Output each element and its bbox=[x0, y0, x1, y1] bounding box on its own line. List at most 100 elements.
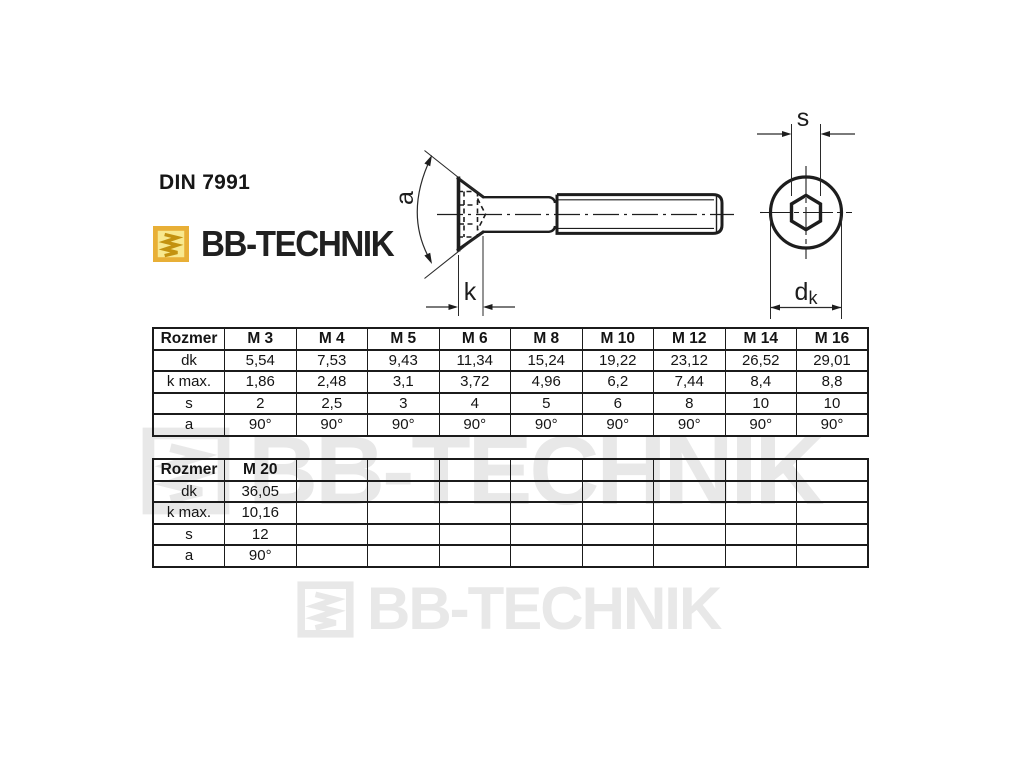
column-header: M 16 bbox=[796, 327, 869, 351]
value-cell: 2 bbox=[224, 391, 297, 415]
column-header bbox=[510, 458, 583, 482]
watermark-text: BB-TECHNIK bbox=[367, 575, 722, 642]
value-cell: 10 bbox=[724, 391, 797, 415]
screw-end-view bbox=[760, 166, 852, 259]
shank-bottom bbox=[483, 225, 557, 233]
value-cell: 10,16 bbox=[224, 501, 297, 525]
construction-line-bottom bbox=[424, 231, 484, 279]
column-header bbox=[581, 458, 654, 482]
table-row: k max. 10,16 bbox=[152, 501, 869, 525]
arrowhead bbox=[770, 304, 780, 311]
table-row: a 90° bbox=[152, 544, 869, 568]
row-label: a bbox=[152, 544, 225, 568]
value-cell bbox=[438, 544, 511, 568]
value-cell: 6,2 bbox=[581, 370, 654, 394]
row-label: k max. bbox=[152, 501, 225, 525]
column-header: M 4 bbox=[295, 327, 368, 351]
corner-header: Rozmer bbox=[152, 327, 225, 351]
value-cell: 4 bbox=[438, 391, 511, 415]
value-cell: 9,43 bbox=[367, 348, 440, 372]
value-cell: 90° bbox=[224, 413, 297, 437]
column-header: M 6 bbox=[438, 327, 511, 351]
column-header bbox=[724, 458, 797, 482]
hex-socket bbox=[789, 193, 823, 232]
screw-side-view bbox=[437, 176, 734, 252]
value-cell bbox=[581, 501, 654, 525]
value-cell bbox=[724, 501, 797, 525]
value-cell: 90° bbox=[581, 413, 654, 437]
arrowhead bbox=[832, 304, 842, 311]
value-cell bbox=[367, 522, 440, 546]
construction-line-top bbox=[424, 150, 484, 198]
value-cell bbox=[295, 479, 368, 503]
value-cell bbox=[510, 501, 583, 525]
row-label: k max. bbox=[152, 370, 225, 394]
value-cell bbox=[653, 501, 726, 525]
value-cell: 1,86 bbox=[224, 370, 297, 394]
dk-label: dk bbox=[795, 278, 819, 308]
table-row: s 12 bbox=[152, 522, 869, 546]
value-cell: 8 bbox=[653, 391, 726, 415]
table-row: dk 5,54 7,53 9,43 11,34 15,24 19,22 23,12 26,52 2… bbox=[152, 348, 869, 372]
value-cell: 36,05 bbox=[224, 479, 297, 503]
value-cell bbox=[724, 479, 797, 503]
value-cell: 8,4 bbox=[724, 370, 797, 394]
value-cell: 90° bbox=[224, 544, 297, 568]
value-cell: 2,5 bbox=[295, 391, 368, 415]
angle-label: a bbox=[391, 191, 419, 205]
value-cell bbox=[581, 522, 654, 546]
value-cell: 7,53 bbox=[295, 348, 368, 372]
value-cell: 19,22 bbox=[581, 348, 654, 372]
brand-logo: BB-TECHNIK bbox=[153, 226, 410, 262]
value-cell bbox=[510, 479, 583, 503]
dimensions-table-m20: Rozmer M 20 dk 36,05 k max. 10,16 s 12 a 90° bbox=[152, 458, 869, 568]
arrowhead bbox=[782, 131, 792, 137]
brand-watermark-icon bbox=[297, 580, 354, 638]
value-cell: 5,54 bbox=[224, 348, 297, 372]
column-header bbox=[653, 458, 726, 482]
column-header: M 20 bbox=[224, 458, 297, 482]
value-cell: 12 bbox=[224, 522, 297, 546]
shank-top bbox=[483, 196, 557, 204]
value-cell bbox=[510, 544, 583, 568]
column-header bbox=[295, 458, 368, 482]
column-header: M 5 bbox=[367, 327, 440, 351]
column-header: M 12 bbox=[653, 327, 726, 351]
row-label: a bbox=[152, 413, 225, 437]
hex-socket-hidden-lines bbox=[458, 190, 487, 238]
column-header: M 10 bbox=[581, 327, 654, 351]
thread-outline bbox=[555, 193, 724, 235]
value-cell bbox=[295, 522, 368, 546]
k-label: k bbox=[464, 278, 477, 306]
value-cell bbox=[796, 544, 869, 568]
angle-dimension: a bbox=[391, 150, 484, 279]
value-cell bbox=[581, 544, 654, 568]
value-cell: 90° bbox=[295, 413, 368, 437]
value-cell: 90° bbox=[724, 413, 797, 437]
column-header: M 8 bbox=[510, 327, 583, 351]
value-cell bbox=[796, 501, 869, 525]
column-header: M 3 bbox=[224, 327, 297, 351]
arrowhead bbox=[820, 131, 830, 137]
value-cell bbox=[796, 479, 869, 503]
value-cell bbox=[367, 501, 440, 525]
value-cell bbox=[295, 501, 368, 525]
value-cell bbox=[510, 522, 583, 546]
corner-header: Rozmer bbox=[152, 458, 225, 482]
table-row: s 2 2,5 3 4 5 6 8 10 10 bbox=[152, 391, 869, 415]
value-cell: 2,48 bbox=[295, 370, 368, 394]
value-cell bbox=[438, 522, 511, 546]
value-cell: 90° bbox=[367, 413, 440, 437]
value-cell: 90° bbox=[510, 413, 583, 437]
value-cell bbox=[653, 522, 726, 546]
value-cell: 4,96 bbox=[510, 370, 583, 394]
value-cell: 3,72 bbox=[438, 370, 511, 394]
value-cell bbox=[367, 479, 440, 503]
value-cell: 6 bbox=[581, 391, 654, 415]
value-cell bbox=[581, 479, 654, 503]
column-header bbox=[796, 458, 869, 482]
table-row: a 90° 90° 90° 90° 90° 90° 90° 90° 90° bbox=[152, 413, 869, 437]
column-header: M 14 bbox=[724, 327, 797, 351]
